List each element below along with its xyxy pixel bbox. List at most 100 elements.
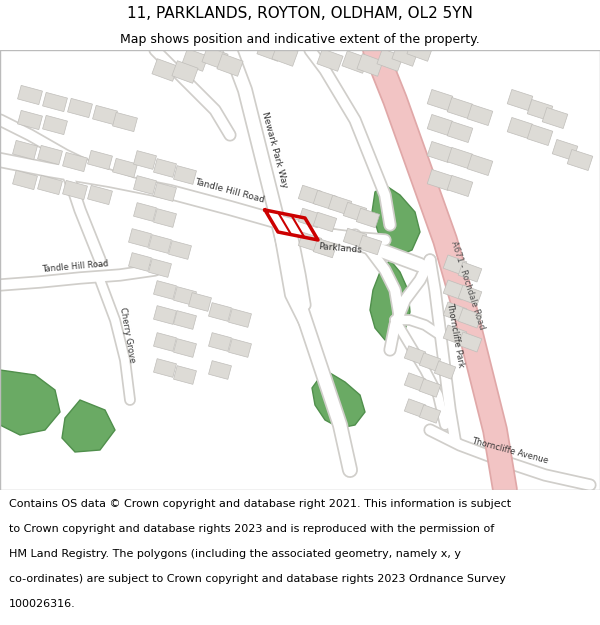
Bar (209, 361, 232, 379)
Bar (567, 149, 593, 171)
Bar (38, 176, 62, 194)
Bar (542, 107, 568, 129)
Bar (62, 181, 88, 199)
Bar (182, 49, 208, 71)
Bar (169, 241, 191, 259)
Bar (68, 98, 92, 118)
Bar (229, 309, 251, 328)
Bar (377, 49, 403, 71)
Bar (458, 332, 482, 352)
Bar (154, 182, 176, 201)
Bar (202, 47, 228, 69)
Bar (427, 114, 453, 136)
Bar (443, 302, 467, 322)
Bar (173, 339, 196, 357)
Bar (356, 208, 380, 227)
Bar (154, 159, 176, 177)
Bar (328, 195, 352, 215)
Bar (149, 234, 172, 253)
Bar (343, 202, 367, 222)
Bar (427, 169, 453, 191)
Bar (154, 359, 176, 378)
Bar (13, 141, 37, 159)
Bar (128, 253, 151, 271)
Bar (392, 44, 418, 66)
Bar (217, 54, 243, 76)
Bar (13, 171, 37, 189)
Bar (149, 259, 172, 278)
Bar (298, 232, 322, 252)
Bar (17, 86, 43, 104)
Bar (298, 185, 322, 205)
Bar (172, 61, 198, 83)
Bar (154, 281, 176, 299)
Bar (427, 141, 453, 162)
Polygon shape (62, 400, 115, 452)
Text: to Crown copyright and database rights 2023 and is reproduced with the permissio: to Crown copyright and database rights 2… (9, 524, 494, 534)
Bar (507, 89, 533, 111)
Bar (188, 292, 211, 311)
Bar (134, 151, 157, 169)
Bar (552, 139, 578, 161)
Text: Tandle Hill Road: Tandle Hill Road (194, 177, 266, 205)
Text: 100026316.: 100026316. (9, 599, 76, 609)
Bar (43, 116, 67, 134)
Bar (209, 332, 232, 351)
Bar (404, 346, 425, 364)
Bar (313, 238, 337, 258)
Text: HM Land Registry. The polygons (including the associated geometry, namely x, y: HM Land Registry. The polygons (includin… (9, 549, 461, 559)
Bar (134, 176, 157, 194)
Bar (43, 92, 67, 112)
Bar (458, 285, 482, 305)
Text: Parklands: Parklands (318, 242, 362, 255)
Text: Newark Park Way: Newark Park Way (260, 111, 289, 189)
Text: Thorncliffe Park: Thorncliffe Park (445, 302, 465, 368)
Bar (467, 154, 493, 176)
Bar (173, 287, 196, 306)
Bar (229, 339, 251, 357)
Bar (173, 311, 196, 329)
Bar (313, 190, 337, 210)
Bar (458, 262, 482, 282)
Bar (113, 158, 137, 177)
Bar (154, 209, 176, 227)
Text: co-ordinates) are subject to Crown copyright and database rights 2023 Ordnance S: co-ordinates) are subject to Crown copyr… (9, 574, 506, 584)
Bar (434, 361, 455, 379)
Bar (154, 306, 176, 324)
Bar (92, 106, 118, 124)
Bar (419, 353, 440, 371)
Bar (342, 51, 368, 73)
Text: Tandle Hill Road: Tandle Hill Road (41, 259, 109, 274)
Bar (317, 49, 343, 71)
Bar (209, 302, 232, 321)
Bar (152, 59, 178, 81)
Bar (447, 121, 473, 142)
Bar (358, 235, 382, 255)
Bar (447, 176, 473, 196)
Bar (467, 104, 493, 126)
Bar (154, 332, 176, 351)
Bar (419, 379, 440, 397)
Bar (527, 99, 553, 121)
Polygon shape (370, 260, 410, 342)
Bar (443, 325, 467, 345)
Bar (404, 399, 425, 417)
Polygon shape (0, 370, 60, 435)
Bar (447, 98, 473, 119)
Polygon shape (312, 370, 365, 428)
Bar (458, 308, 482, 328)
Bar (357, 54, 383, 76)
Text: Map shows position and indicative extent of the property.: Map shows position and indicative extent… (120, 32, 480, 46)
Bar (17, 111, 43, 129)
Text: Contains OS data © Crown copyright and database right 2021. This information is : Contains OS data © Crown copyright and d… (9, 499, 511, 509)
Bar (427, 89, 453, 111)
Bar (507, 118, 533, 139)
Bar (173, 166, 196, 184)
Bar (447, 148, 473, 169)
Bar (407, 39, 433, 61)
Bar (443, 255, 467, 275)
Bar (443, 280, 467, 300)
Bar (527, 124, 553, 146)
Text: 11, PARKLANDS, ROYTON, OLDHAM, OL2 5YN: 11, PARKLANDS, ROYTON, OLDHAM, OL2 5YN (127, 6, 473, 21)
Bar (128, 229, 151, 248)
